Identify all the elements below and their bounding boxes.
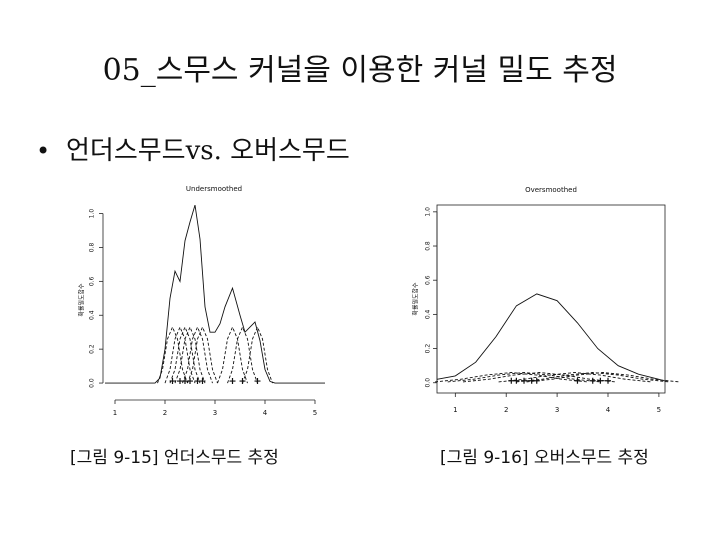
- y-tick-label: 0.4: [89, 310, 96, 320]
- y-tick-label: 1.0: [425, 207, 432, 217]
- rug-point: [521, 377, 528, 384]
- y-tick-label: 0.6: [425, 275, 432, 285]
- y-tick-label: 0.2: [425, 344, 432, 354]
- density-curve: [436, 293, 666, 382]
- chart-title: Oversmoothed: [525, 186, 577, 194]
- x-tick-label: 2: [163, 409, 167, 417]
- x-tick-label: 5: [657, 406, 661, 414]
- y-axis-label: 확률밀도함수: [412, 282, 420, 316]
- rug-point: [528, 377, 535, 384]
- rug-point: [229, 378, 236, 385]
- y-tick-label: 0.4: [425, 309, 432, 319]
- rug-point: [169, 378, 176, 385]
- y-tick-label: 0.0: [89, 378, 96, 388]
- y-tick-label: 1.0: [89, 209, 96, 219]
- rug-point: [239, 378, 246, 385]
- bullet-dot: •: [36, 137, 50, 165]
- x-tick-label: 3: [213, 409, 217, 417]
- x-tick-label: 5: [313, 409, 317, 417]
- rug-point: [508, 377, 515, 384]
- rug-point: [589, 377, 596, 384]
- y-tick-label: 0.0: [425, 378, 432, 388]
- x-tick-label: 1: [113, 409, 117, 417]
- kernel-curve: [434, 372, 680, 383]
- bullet-text: 언더스무드vs. 오버스무드: [66, 136, 350, 166]
- y-axis-label: 확률밀도함수: [78, 283, 86, 317]
- y-tick-label: 0.8: [89, 243, 96, 253]
- density-curve: [105, 204, 325, 384]
- rug-point: [597, 377, 604, 384]
- y-tick-label: 0.8: [425, 241, 432, 251]
- x-tick-label: 4: [606, 406, 611, 414]
- y-tick-label: 0.2: [89, 344, 96, 354]
- rug-point: [605, 377, 611, 384]
- caption: [그림 9-16] 오버스무드 추정: [440, 448, 649, 468]
- slide-title: 05_스무스 커널을 이용한 커널 밀도 추정: [103, 53, 618, 88]
- chart-title: Undersmoothed: [186, 185, 242, 193]
- y-tick-label: 0.6: [89, 276, 96, 286]
- x-tick-label: 3: [555, 406, 559, 414]
- x-tick-label: 4: [263, 409, 268, 417]
- rug-point: [533, 377, 540, 384]
- x-tick-label: 2: [504, 406, 508, 414]
- rug-point: [574, 377, 581, 384]
- rug-point: [187, 378, 193, 385]
- rug-point: [513, 377, 520, 384]
- rug-point: [199, 378, 206, 385]
- caption: [그림 9-15] 언더스무드 추정: [70, 448, 279, 468]
- x-tick-label: 1: [453, 406, 457, 414]
- rug-point: [254, 378, 261, 385]
